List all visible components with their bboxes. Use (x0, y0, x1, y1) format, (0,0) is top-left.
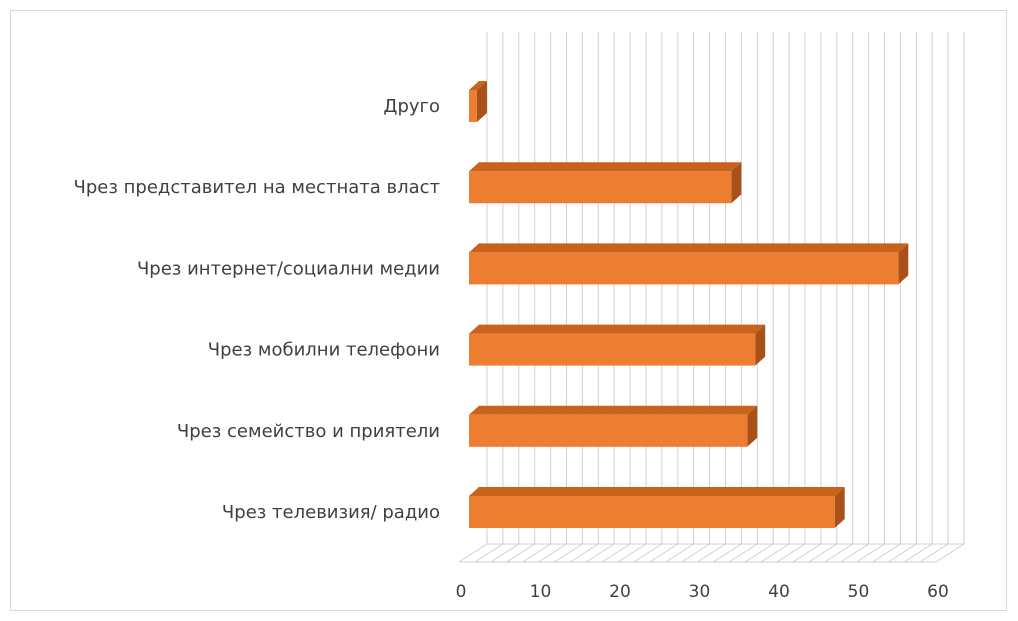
grid-lines (458, 32, 965, 563)
floor-gridline (713, 543, 742, 563)
floor-gridline (538, 543, 567, 563)
bar-top-face (469, 324, 766, 334)
bar-top-face (469, 405, 758, 415)
bar (469, 171, 732, 204)
floor-gridline (506, 543, 535, 563)
floor-gridline (458, 543, 488, 563)
floor-gridline (872, 543, 901, 563)
bar-top-face (469, 243, 909, 253)
x-tick-label: 20 (609, 582, 631, 602)
bar-top-face (469, 162, 742, 172)
bar-side-face (476, 81, 487, 122)
category-label: Чрез интернет/социални медии (137, 258, 440, 279)
bar-side-face (747, 405, 758, 447)
floor-gridline (729, 543, 758, 563)
floor-gridline (792, 543, 822, 563)
x-tick-label: 60 (927, 582, 949, 602)
bar (469, 90, 477, 122)
x-tick-label: 50 (848, 582, 870, 602)
x-tick-label: 30 (689, 582, 711, 602)
floor-gridline (649, 543, 679, 563)
bar (469, 333, 756, 366)
category-label: Чрез семейство и приятели (177, 421, 440, 442)
floor-gridline (824, 543, 853, 563)
floor-gridline (665, 543, 694, 563)
bar-side-face (731, 162, 742, 204)
floor-gridline (808, 543, 838, 563)
floor-gridline (601, 543, 631, 563)
bar-top-face (469, 487, 845, 496)
bar-top-face (469, 81, 487, 90)
category-label: Чрез представител на местната власт (74, 177, 440, 198)
floor-gridline (888, 543, 917, 563)
x-tick-label: 10 (530, 582, 552, 602)
floor-gridline (570, 543, 599, 563)
floor-gridline (840, 543, 869, 563)
category-label: Чрез мобилни телефони (208, 340, 440, 361)
bar (469, 496, 835, 528)
bar-side-face (898, 243, 909, 285)
bars (469, 81, 909, 528)
floor-gridline (744, 543, 774, 563)
floor-gridline (856, 543, 885, 563)
x-tick-label: 40 (768, 582, 790, 602)
x-axis-tick-labels: 0 10 20 30 40 50 60 (456, 582, 949, 602)
x-tick-label: 0 (456, 582, 467, 602)
floor-gridline (919, 543, 949, 563)
floor-gridline (935, 543, 965, 563)
floor-gridline (554, 543, 583, 563)
floor-gridline (490, 543, 520, 563)
floor-gridline (522, 543, 551, 563)
bar (469, 252, 899, 285)
bar-side-face (834, 487, 845, 528)
category-labels: Чрез телевизия/ радио Чрез семейство и пр… (74, 96, 440, 523)
floor-gridline (474, 543, 504, 563)
floor-gridline (776, 543, 806, 563)
bar (469, 414, 748, 447)
floor-gridline (681, 543, 710, 563)
floor-gridline (760, 543, 790, 563)
floor-gridline (903, 543, 933, 563)
floor-gridline (633, 543, 663, 563)
category-label: Чрез телевизия/ радио (222, 502, 440, 523)
category-label: Друго (383, 96, 440, 117)
floor-gridline (697, 543, 726, 563)
bar-side-face (755, 324, 766, 366)
floor-gridline (617, 543, 647, 563)
floor-gridline (585, 543, 615, 563)
